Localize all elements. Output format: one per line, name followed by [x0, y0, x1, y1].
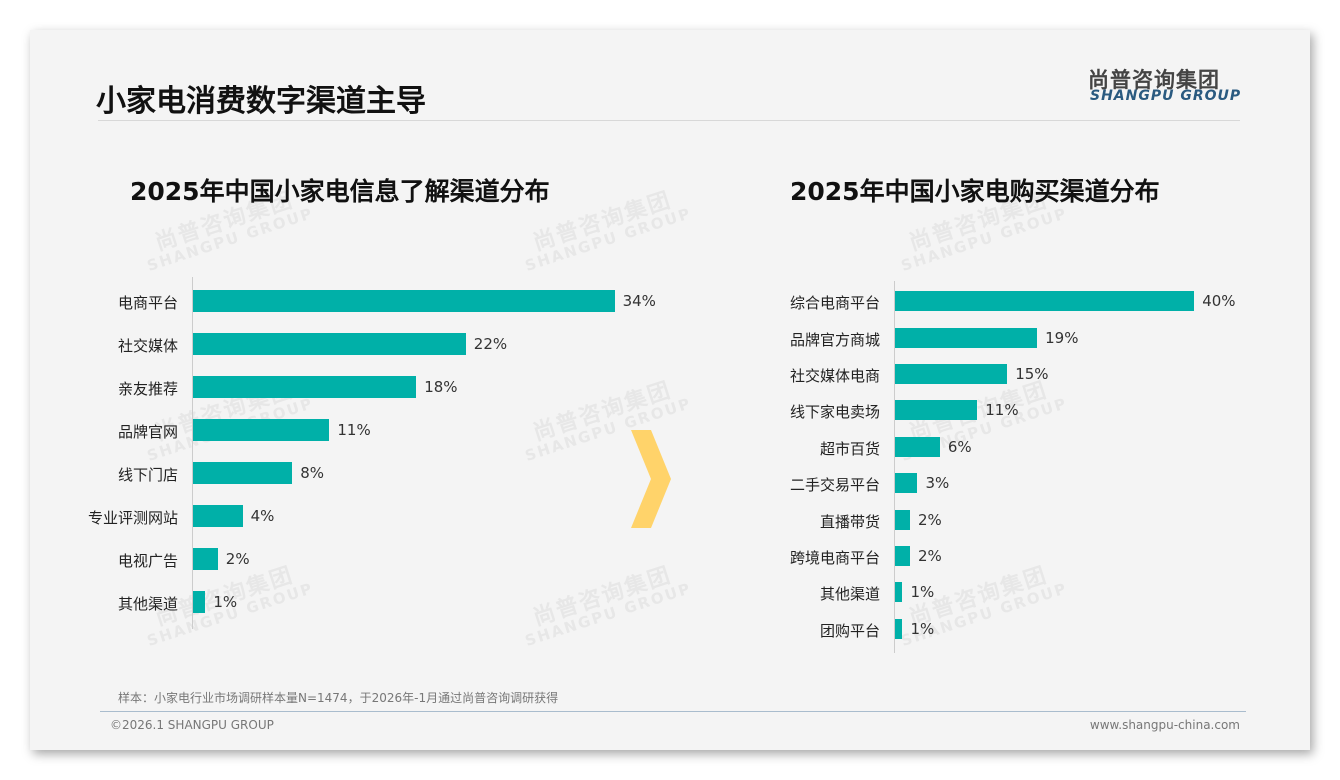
bar: [895, 618, 903, 639]
bar: [895, 400, 978, 421]
bar: [193, 289, 615, 312]
category-label: 线下门店: [117, 465, 178, 484]
data-label: 18%: [424, 377, 458, 396]
data-label: 3%: [925, 474, 950, 493]
category-label: 品牌官网: [117, 422, 178, 441]
category-label: 品牌官方商城: [789, 330, 880, 349]
bar: [895, 546, 910, 566]
data-label: 1%: [910, 583, 935, 602]
data-label: 34%: [622, 291, 656, 310]
right-chart-title: 2025年中国小家电购买渠道分布: [790, 177, 1160, 206]
bar: [193, 418, 330, 441]
data-label: 1%: [213, 592, 238, 611]
bar: [895, 327, 1038, 348]
category-label: 直播带货: [819, 512, 880, 531]
slide: 小家电消费数字渠道主导 尚普咨询集团 SHANGPU GROUP 尚普咨询集团 S…: [30, 30, 1310, 750]
category-label: 专业评测网站: [87, 508, 178, 527]
category-label: 社交媒体电商: [789, 367, 880, 385]
page-title: 小家电消费数字渠道主导: [96, 84, 426, 119]
y-axis-line: [192, 277, 193, 629]
data-label: 1%: [910, 619, 935, 638]
logo-cn: 尚普咨询集团: [1088, 68, 1220, 92]
footer-divider: [100, 711, 1246, 712]
data-label: 11%: [337, 420, 371, 439]
category-label: 电商平台: [117, 293, 178, 312]
website-link: www.shangpu-china.com: [1089, 718, 1240, 732]
bar: [895, 291, 1195, 312]
bar: [895, 473, 918, 494]
category-label: 综合电商平台: [789, 294, 880, 313]
category-label: 社交媒体: [117, 336, 178, 355]
data-label: 6%: [947, 437, 972, 456]
category-label: 超市百货: [819, 439, 880, 458]
header-divider: [98, 120, 1240, 121]
category-label: 二手交易平台: [789, 476, 880, 495]
data-label: 4%: [250, 506, 275, 525]
data-label: 2%: [225, 549, 250, 568]
category-label: 线下家电卖场: [789, 403, 880, 422]
bar: [895, 509, 910, 530]
category-label: 其他渠道: [819, 585, 880, 604]
bar: [895, 582, 903, 603]
bar: [193, 332, 466, 355]
category-label: 其他渠道: [117, 594, 178, 613]
data-label: 15%: [1015, 365, 1049, 383]
bar: [193, 504, 243, 527]
data-label: 40%: [1202, 292, 1236, 311]
category-label: 团购平台: [819, 621, 880, 640]
bar: [193, 461, 293, 484]
logo-en: SHANGPU GROUP: [1090, 88, 1242, 104]
data-label: 11%: [985, 401, 1019, 420]
arrow-right-icon: [631, 430, 671, 528]
bar: [193, 375, 417, 398]
category-label: 电视广告: [117, 551, 178, 570]
watermark: 尚普咨询集团 SHANGPU GROUP: [522, 562, 694, 651]
left-chart-title: 2025年中国小家电信息了解渠道分布: [130, 177, 550, 206]
category-label: 跨境电商平台: [789, 549, 880, 567]
data-label: 8%: [300, 463, 324, 482]
bar: [193, 547, 218, 570]
data-label: 22%: [473, 334, 508, 353]
category-label: 亲友推荐: [117, 379, 178, 398]
copyright: ©2026.1 SHANGPU GROUP: [110, 718, 274, 732]
data-label: 2%: [917, 547, 942, 565]
sample-note: 样本：小家电行业市场调研样本量N=1474，于2026年-1月通过尚普咨询调研获…: [118, 691, 559, 705]
bar: [193, 590, 206, 613]
bar: [895, 364, 1008, 384]
data-label: 19%: [1045, 328, 1079, 347]
bar: [895, 436, 940, 457]
data-label: 2%: [917, 510, 942, 529]
y-axis-line: [894, 281, 895, 653]
